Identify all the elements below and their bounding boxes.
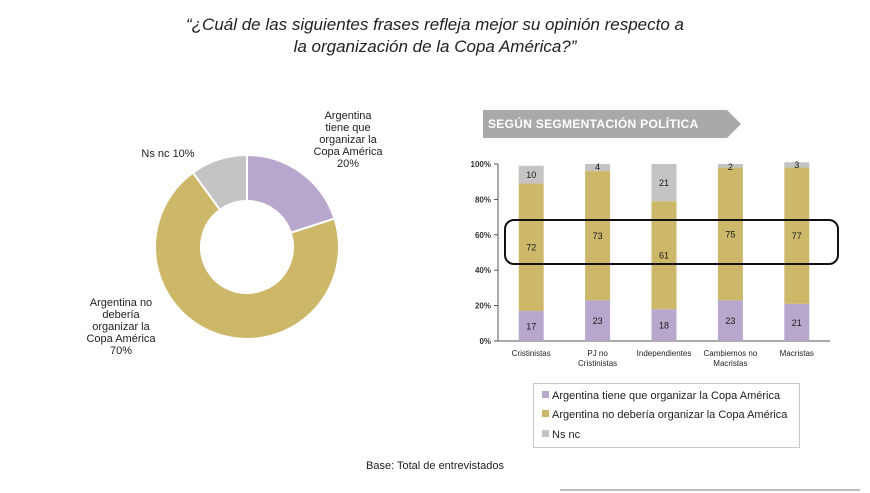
segment-banner	[483, 110, 741, 138]
donut-label-tiene: Argentina tiene que organizar la Copa Am…	[313, 110, 383, 170]
data-label: 23	[593, 316, 603, 326]
data-label: 77	[792, 231, 802, 241]
data-label: 2	[728, 162, 733, 172]
chart-title-line-2: la organización de la Copa América?”	[293, 37, 577, 56]
data-label: 4	[595, 162, 600, 172]
legend-swatch-nsnc	[542, 430, 549, 437]
bar-segment-no-deberia	[717, 167, 743, 301]
donut-label-no-deberia: Argentina no debería organizar la Copa A…	[86, 297, 156, 357]
x-tick-label: Cristinistas	[512, 349, 551, 358]
data-label: 3	[794, 160, 799, 170]
y-tick-label: 60%	[475, 231, 491, 240]
data-label: 10	[526, 170, 536, 180]
x-tick-label: Independientes	[637, 349, 692, 358]
x-tick-label: Cristinistas	[578, 359, 617, 368]
bar-segment-nsnc	[717, 164, 743, 168]
data-label: 73	[593, 231, 603, 241]
chart-legend: Argentina tiene que organizar la Copa Am…	[533, 383, 800, 448]
data-label: 17	[526, 321, 536, 331]
bar-segment-no-deberia	[518, 183, 544, 311]
data-label: 21	[659, 178, 669, 188]
legend-swatch-no-deberia	[542, 410, 549, 417]
data-label: 21	[792, 318, 802, 328]
data-label: 75	[725, 229, 735, 239]
bar-segment-nsnc	[585, 164, 611, 172]
bar-segment-no-deberia	[784, 167, 810, 304]
chart-title-line-1: “¿Cuál de las siguientes frases refleja …	[186, 15, 684, 34]
segment-banner-title: SEGÚN SEGMENTACIÓN POLÍTICA	[488, 117, 699, 131]
data-label: 18	[659, 321, 669, 331]
legend-label-no-deberia: Argentina no debería organizar la Copa A…	[552, 409, 788, 421]
x-tick-label: Macristas	[780, 349, 814, 358]
bar-segment-nsnc	[784, 162, 810, 168]
legend-swatch-tiene	[542, 391, 549, 398]
legend-item-no-deberia: Argentina no debería organizar la Copa A…	[542, 409, 787, 421]
donut-label-nsnc: Ns nc 10%	[141, 148, 195, 160]
bar-segment-tiene	[518, 310, 544, 341]
bar-segment-tiene	[717, 300, 743, 341]
legend-item-nsnc: Ns nc	[542, 429, 580, 441]
y-tick-label: 0%	[479, 337, 491, 346]
highlight-box	[504, 219, 839, 265]
chart-title: “¿Cuál de las siguientes frases refleja …	[0, 14, 870, 58]
y-tick-label: 100%	[471, 160, 491, 169]
bar-segment-no-deberia	[585, 171, 611, 301]
legend-item-tiene: Argentina tiene que organizar la Copa Am…	[542, 390, 780, 402]
bar-segment-tiene	[585, 300, 611, 341]
base-note: Base: Total de entrevistados	[366, 460, 504, 472]
donut-slice-no-deberia	[154, 171, 340, 340]
x-tick-label: PJ no	[587, 349, 608, 358]
legend-label-tiene: Argentina tiene que organizar la Copa Am…	[552, 390, 781, 402]
data-label: 61	[659, 251, 669, 261]
y-tick-label: 80%	[475, 195, 491, 204]
x-tick-label: Macristas	[713, 359, 747, 368]
bar-segment-nsnc	[651, 164, 677, 202]
data-label: 72	[526, 243, 536, 253]
bar-segment-tiene	[784, 303, 810, 341]
y-tick-label: 40%	[475, 266, 491, 275]
data-label: 23	[725, 316, 735, 326]
x-tick-label: Cambiemos no	[703, 349, 757, 358]
bar-segment-tiene	[651, 309, 677, 341]
donut-slice-nsnc	[191, 153, 248, 212]
bar-segment-nsnc	[518, 165, 544, 184]
y-tick-label: 20%	[475, 302, 491, 311]
segment-banner-shape	[483, 110, 741, 138]
legend-label-nsnc: Ns nc	[552, 429, 581, 441]
bottom-divider	[560, 489, 860, 491]
